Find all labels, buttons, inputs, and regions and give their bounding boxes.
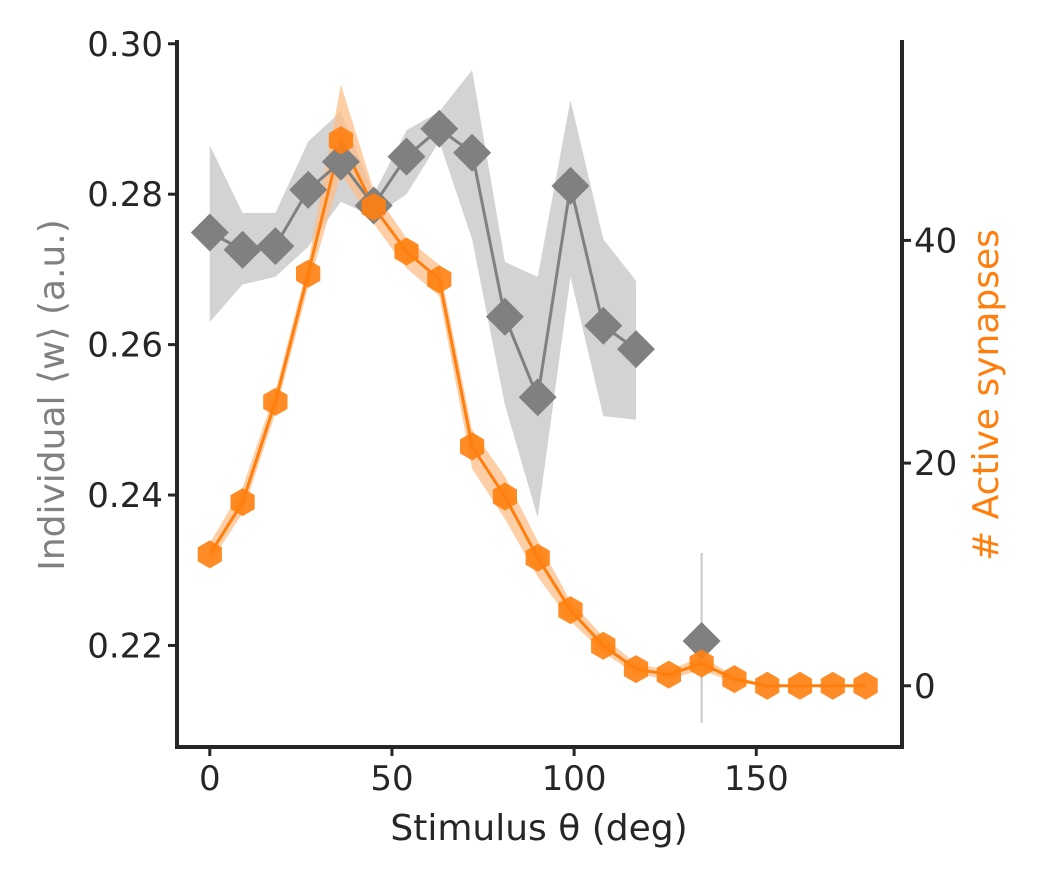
data-point-diamond <box>420 109 459 148</box>
data-point-hexagon <box>689 649 714 678</box>
left-y-tick-label: 0.26 <box>87 326 163 366</box>
left-y-tick-label: 0.22 <box>87 626 163 666</box>
data-point-diamond <box>682 622 721 660</box>
x-axis-title: Stimulus θ (deg) <box>390 808 687 849</box>
left-y-tick-label: 0.24 <box>87 476 163 516</box>
data-point-hexagon <box>787 671 813 700</box>
data-point-diamond <box>551 166 590 205</box>
right-y-axis-title: # Active synapses <box>966 229 1007 561</box>
data-point-diamond <box>387 137 426 176</box>
data-point-hexagon <box>623 655 649 684</box>
data-point-diamond <box>321 142 360 181</box>
data-point-hexagon <box>820 671 845 700</box>
data-point-diamond <box>453 133 492 172</box>
left-y-tick-label: 0.30 <box>87 25 163 65</box>
x-tick-label: 0 <box>199 759 221 799</box>
data-point-hexagon <box>394 237 419 266</box>
x-tick-label: 50 <box>370 759 413 799</box>
data-point-diamond <box>584 306 623 345</box>
data-point-hexagon <box>361 193 386 221</box>
data-point-hexagon <box>558 596 583 625</box>
data-point-hexagon <box>492 482 517 511</box>
data-point-hexagon <box>296 259 321 288</box>
confidence-band-series-0 <box>209 70 637 518</box>
axes <box>175 40 904 749</box>
data-point-hexagon <box>263 387 288 416</box>
series-markers <box>190 109 878 700</box>
data-point-hexagon <box>656 660 681 689</box>
data-point-hexagon <box>328 126 354 155</box>
data-point-diamond <box>289 170 328 209</box>
right-y-tick-label: 0 <box>914 667 936 707</box>
data-point-diamond <box>256 227 295 266</box>
data-point-hexagon <box>460 432 485 461</box>
x-tick-label: 150 <box>724 759 789 799</box>
data-point-diamond <box>518 378 557 417</box>
data-point-hexagon <box>591 631 616 660</box>
left-y-tick-label: 0.28 <box>87 175 163 215</box>
right-y-tick-label: 20 <box>914 444 957 484</box>
left-y-axis-title: Individual ⟨w⟩ (a.u.) <box>32 219 73 571</box>
data-point-diamond <box>223 230 262 269</box>
data-point-hexagon <box>197 540 222 569</box>
data-point-hexagon <box>722 665 747 694</box>
right-y-tick-label: 40 <box>914 221 957 261</box>
data-point-hexagon <box>853 671 878 700</box>
x-tick-label: 100 <box>542 759 607 799</box>
tick-labels: 0 50 100 150 0.22 0.24 0.26 0.28 0.30 0 20 40 <box>87 25 957 799</box>
data-point-diamond <box>617 330 655 369</box>
data-point-hexagon <box>525 543 550 572</box>
data-point-hexagon <box>755 671 780 700</box>
data-point-diamond <box>190 213 229 252</box>
data-point-hexagon <box>427 265 452 294</box>
data-point-diamond <box>485 297 524 336</box>
data-point-hexagon <box>230 488 255 517</box>
